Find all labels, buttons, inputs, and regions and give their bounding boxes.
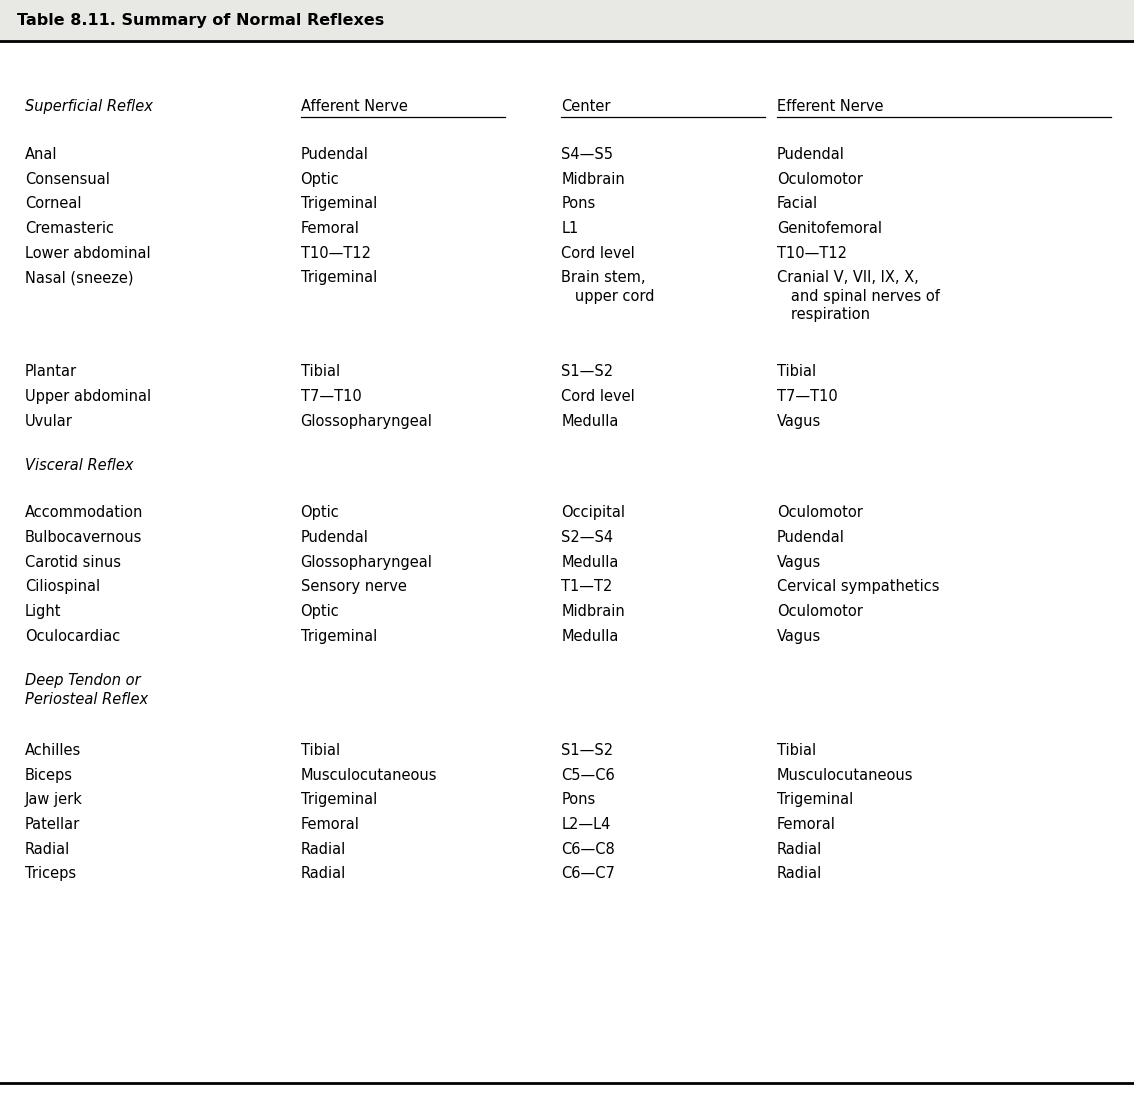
Text: Pons: Pons xyxy=(561,792,595,808)
FancyBboxPatch shape xyxy=(0,0,1134,41)
Text: Cranial V, VII, IX, X,
   and spinal nerves of
   respiration: Cranial V, VII, IX, X, and spinal nerves… xyxy=(777,270,940,322)
Text: Musculocutaneous: Musculocutaneous xyxy=(777,767,913,783)
Text: Oculocardiac: Oculocardiac xyxy=(25,628,120,643)
Text: T10—T12: T10—T12 xyxy=(301,246,371,261)
Text: Midbrain: Midbrain xyxy=(561,604,625,619)
Text: Tibial: Tibial xyxy=(777,743,816,758)
Text: Pudendal: Pudendal xyxy=(301,529,369,545)
Text: Tibial: Tibial xyxy=(301,364,340,379)
Text: S4—S5: S4—S5 xyxy=(561,147,613,162)
Text: Cremasteric: Cremasteric xyxy=(25,221,113,236)
Text: Corneal: Corneal xyxy=(25,196,82,212)
Text: Trigeminal: Trigeminal xyxy=(301,792,376,808)
Text: Femoral: Femoral xyxy=(301,817,359,832)
Text: Radial: Radial xyxy=(301,866,346,881)
Text: Ciliospinal: Ciliospinal xyxy=(25,579,100,594)
Text: T7—T10: T7—T10 xyxy=(301,389,362,404)
Text: Musculocutaneous: Musculocutaneous xyxy=(301,767,437,783)
Text: Trigeminal: Trigeminal xyxy=(777,792,853,808)
Text: C5—C6: C5—C6 xyxy=(561,767,615,783)
Text: Lower abdominal: Lower abdominal xyxy=(25,246,151,261)
Text: Patellar: Patellar xyxy=(25,817,81,832)
Text: Occipital: Occipital xyxy=(561,505,625,521)
Text: Facial: Facial xyxy=(777,196,818,212)
Text: Afferent Nerve: Afferent Nerve xyxy=(301,99,407,114)
Text: Radial: Radial xyxy=(301,842,346,857)
Text: Midbrain: Midbrain xyxy=(561,172,625,186)
Text: Pudendal: Pudendal xyxy=(777,147,845,162)
Text: Superficial Reflex: Superficial Reflex xyxy=(25,99,153,114)
Text: Femoral: Femoral xyxy=(301,221,359,236)
Text: Visceral Reflex: Visceral Reflex xyxy=(25,458,134,473)
Text: Radial: Radial xyxy=(777,842,822,857)
Text: Vagus: Vagus xyxy=(777,628,821,643)
Text: Plantar: Plantar xyxy=(25,364,77,379)
Text: S1—S2: S1—S2 xyxy=(561,743,613,758)
Text: L2—L4: L2—L4 xyxy=(561,817,611,832)
Text: Pudendal: Pudendal xyxy=(777,529,845,545)
Text: Trigeminal: Trigeminal xyxy=(301,628,376,643)
Text: Nasal (sneeze): Nasal (sneeze) xyxy=(25,270,134,285)
Text: T1—T2: T1—T2 xyxy=(561,579,612,594)
Text: Sensory nerve: Sensory nerve xyxy=(301,579,406,594)
Text: Bulbocavernous: Bulbocavernous xyxy=(25,529,143,545)
Text: Optic: Optic xyxy=(301,172,339,186)
Text: Medulla: Medulla xyxy=(561,555,619,570)
Text: Genitofemoral: Genitofemoral xyxy=(777,221,882,236)
Text: Consensual: Consensual xyxy=(25,172,110,186)
Text: Cord level: Cord level xyxy=(561,389,635,404)
Text: Uvular: Uvular xyxy=(25,413,73,429)
Text: S2—S4: S2—S4 xyxy=(561,529,613,545)
Text: Radial: Radial xyxy=(25,842,70,857)
Text: Brain stem,
   upper cord: Brain stem, upper cord xyxy=(561,270,654,304)
Text: Carotid sinus: Carotid sinus xyxy=(25,555,121,570)
Text: Table 8.11. Summary of Normal Reflexes: Table 8.11. Summary of Normal Reflexes xyxy=(17,13,384,27)
Text: S1—S2: S1—S2 xyxy=(561,364,613,379)
Text: Vagus: Vagus xyxy=(777,555,821,570)
Text: Medulla: Medulla xyxy=(561,413,619,429)
Text: Light: Light xyxy=(25,604,61,619)
Text: Tibial: Tibial xyxy=(301,743,340,758)
Text: Trigeminal: Trigeminal xyxy=(301,270,376,285)
Text: Oculomotor: Oculomotor xyxy=(777,172,863,186)
Text: Femoral: Femoral xyxy=(777,817,836,832)
Text: Glossopharyngeal: Glossopharyngeal xyxy=(301,413,432,429)
Text: Trigeminal: Trigeminal xyxy=(301,196,376,212)
Text: Achilles: Achilles xyxy=(25,743,82,758)
Text: Jaw jerk: Jaw jerk xyxy=(25,792,83,808)
Text: Triceps: Triceps xyxy=(25,866,76,881)
Text: Cervical sympathetics: Cervical sympathetics xyxy=(777,579,939,594)
Text: Pudendal: Pudendal xyxy=(301,147,369,162)
Text: Oculomotor: Oculomotor xyxy=(777,604,863,619)
Text: T7—T10: T7—T10 xyxy=(777,389,838,404)
Text: Biceps: Biceps xyxy=(25,767,73,783)
Text: Radial: Radial xyxy=(777,866,822,881)
Text: C6—C7: C6—C7 xyxy=(561,866,616,881)
Text: Glossopharyngeal: Glossopharyngeal xyxy=(301,555,432,570)
Text: Tibial: Tibial xyxy=(777,364,816,379)
Text: Cord level: Cord level xyxy=(561,246,635,261)
Text: C6—C8: C6—C8 xyxy=(561,842,615,857)
Text: Accommodation: Accommodation xyxy=(25,505,143,521)
Text: T10—T12: T10—T12 xyxy=(777,246,847,261)
Text: Oculomotor: Oculomotor xyxy=(777,505,863,521)
Text: Vagus: Vagus xyxy=(777,413,821,429)
Text: Optic: Optic xyxy=(301,505,339,521)
Text: Anal: Anal xyxy=(25,147,58,162)
Text: L1: L1 xyxy=(561,221,578,236)
Text: Optic: Optic xyxy=(301,604,339,619)
Text: Deep Tendon or
Periosteal Reflex: Deep Tendon or Periosteal Reflex xyxy=(25,673,149,707)
Text: Center: Center xyxy=(561,99,611,114)
Text: Efferent Nerve: Efferent Nerve xyxy=(777,99,883,114)
Text: Pons: Pons xyxy=(561,196,595,212)
Text: Upper abdominal: Upper abdominal xyxy=(25,389,151,404)
Text: Medulla: Medulla xyxy=(561,628,619,643)
